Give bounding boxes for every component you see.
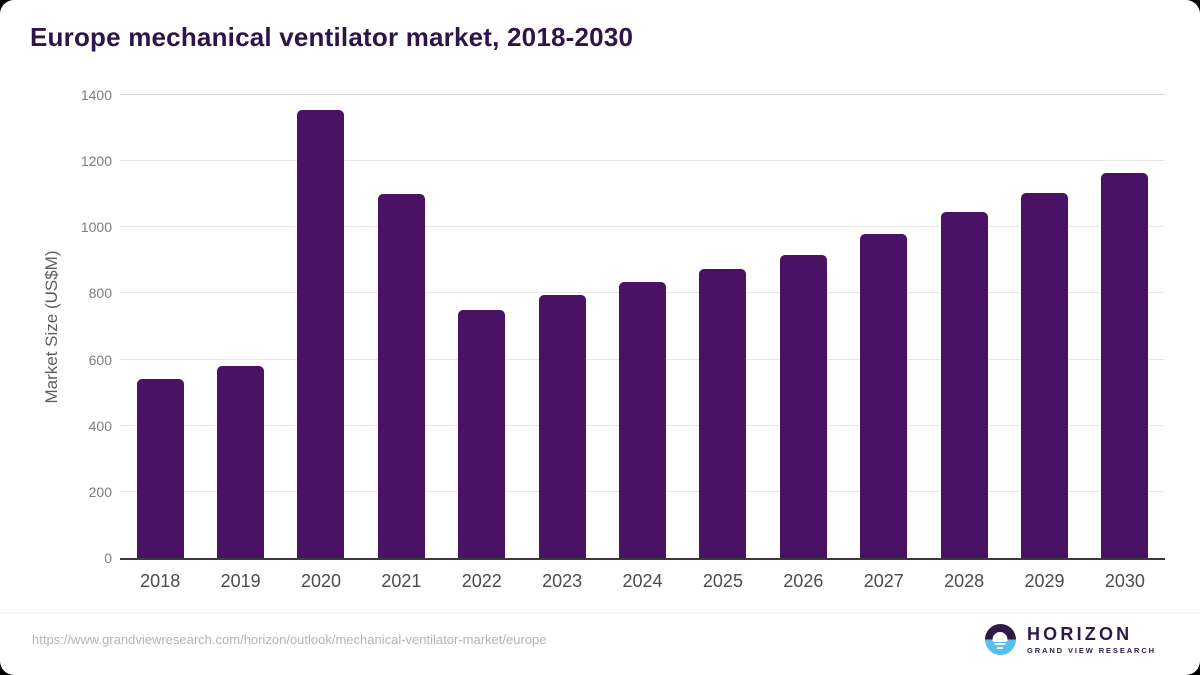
x-tick-label-2021: 2021 bbox=[381, 571, 422, 591]
x-tick-label-2027: 2027 bbox=[863, 571, 904, 591]
y-tick-label-1200: 1200 bbox=[80, 153, 112, 170]
bar-2029 bbox=[1020, 192, 1068, 558]
x-tick-label-2029: 2029 bbox=[1024, 571, 1065, 591]
bar-slot-2019 bbox=[200, 95, 280, 558]
bar-2020 bbox=[297, 109, 345, 558]
y-axis: 0 200 400 600 800 1000 1200 1400 bbox=[0, 87, 112, 566]
y-tick-label-1000: 1000 bbox=[80, 219, 112, 236]
footer: https://www.grandviewresearch.com/horizo… bbox=[0, 612, 1200, 675]
bar-2027 bbox=[860, 233, 908, 558]
gridline-1200 bbox=[120, 160, 1165, 162]
y-tick-label-800: 800 bbox=[88, 285, 112, 302]
gridline-1000 bbox=[120, 226, 1165, 228]
y-tick-label-1400: 1400 bbox=[80, 87, 112, 103]
bar-2026 bbox=[779, 255, 827, 558]
bar-slot-2028 bbox=[924, 95, 1004, 558]
brand-logo: HORIZON GRAND VIEW RESEARCH bbox=[984, 624, 1156, 655]
logo-tagline: GRAND VIEW RESEARCH bbox=[1026, 645, 1156, 655]
wave-shape bbox=[994, 642, 1006, 645]
plot-area bbox=[120, 94, 1165, 560]
x-tick-label-2020: 2020 bbox=[300, 571, 341, 591]
bar-2019 bbox=[217, 366, 265, 558]
logo-name: HORIZON bbox=[1026, 623, 1133, 644]
bar-2024 bbox=[619, 281, 667, 558]
bar-slot-2024 bbox=[602, 95, 682, 558]
bar-2022 bbox=[458, 309, 506, 558]
y-tick-label-200: 200 bbox=[88, 483, 112, 500]
logo-text: HORIZON GRAND VIEW RESEARCH bbox=[1027, 625, 1156, 655]
x-tick-label-2019: 2019 bbox=[220, 571, 261, 591]
bar-slot-2022 bbox=[442, 95, 522, 558]
chart-title: Europe mechanical ventilator market, 201… bbox=[30, 22, 634, 52]
sun-shape bbox=[992, 632, 1008, 643]
bar-2025 bbox=[699, 268, 747, 558]
x-tick-label-2024: 2024 bbox=[622, 571, 663, 591]
x-tick-label-2026: 2026 bbox=[783, 571, 824, 591]
bar-2018 bbox=[136, 379, 184, 558]
wave-shape bbox=[997, 646, 1004, 649]
x-tick-label-2023: 2023 bbox=[542, 571, 583, 591]
y-tick-label-600: 600 bbox=[88, 351, 112, 368]
x-axis: 2018 2019 2020 2021 2022 2023 2024 2025 2026 2027… bbox=[120, 571, 1165, 592]
bar-series bbox=[120, 95, 1165, 558]
x-tick-label-2030: 2030 bbox=[1104, 571, 1145, 591]
bar-slot-2027 bbox=[844, 95, 924, 558]
bar-2030 bbox=[1101, 172, 1149, 558]
bar-slot-2029 bbox=[1004, 95, 1084, 558]
x-tick-label-2022: 2022 bbox=[461, 571, 502, 591]
bar-slot-2018 bbox=[120, 95, 200, 558]
bar-slot-2021 bbox=[361, 95, 441, 558]
x-tick-label-2018: 2018 bbox=[140, 571, 181, 591]
bar-slot-2025 bbox=[683, 95, 763, 558]
gridline-1400 bbox=[120, 94, 1165, 95]
y-tick-label-400: 400 bbox=[88, 417, 112, 434]
bar-slot-2026 bbox=[763, 95, 843, 558]
bar-2028 bbox=[940, 212, 988, 558]
x-tick-label-2025: 2025 bbox=[702, 571, 743, 591]
bar-slot-2030 bbox=[1085, 95, 1165, 558]
bar-2021 bbox=[377, 194, 425, 558]
bar-2023 bbox=[538, 295, 586, 558]
horizon-sun-icon bbox=[984, 624, 1016, 655]
bar-slot-2023 bbox=[522, 95, 602, 558]
x-tick-label-2028: 2028 bbox=[944, 571, 985, 591]
source-url: https://www.grandviewresearch.com/horizo… bbox=[32, 632, 547, 647]
y-tick-label-0: 0 bbox=[104, 550, 112, 566]
bar-slot-2020 bbox=[281, 95, 361, 558]
